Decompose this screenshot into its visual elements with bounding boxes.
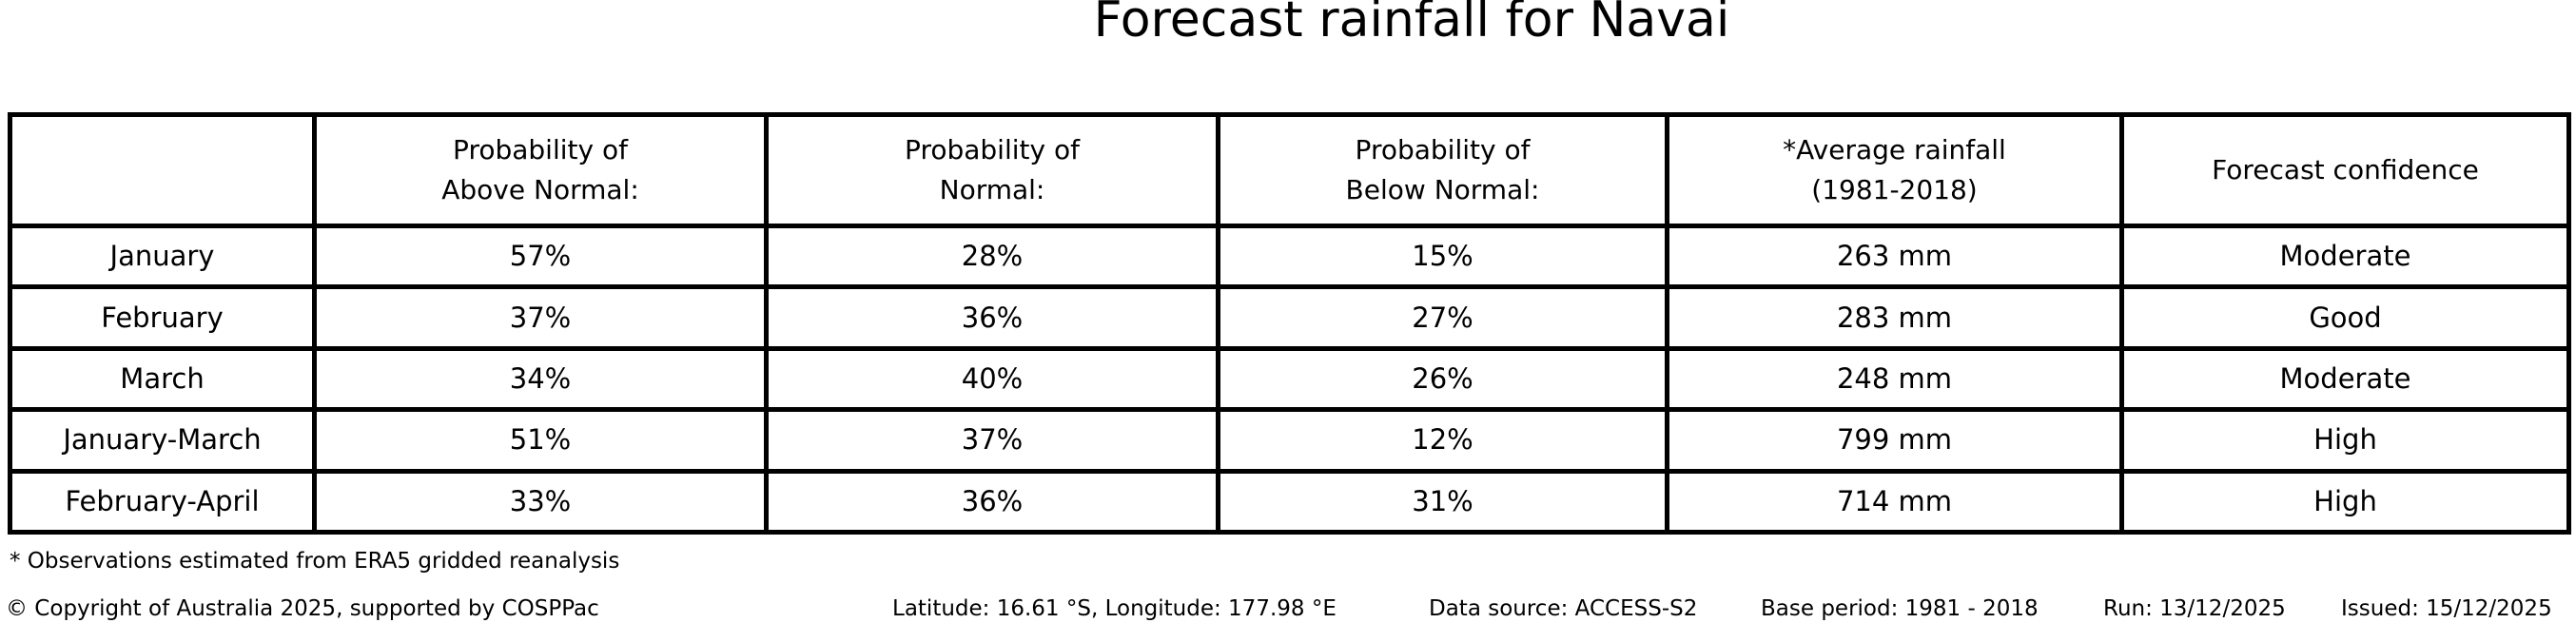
cell-above-normal: 37% xyxy=(312,284,769,351)
cell-normal: 40% xyxy=(764,345,1220,413)
lat-long-text: Latitude: 16.61 °S, Longitude: 177.98 °E xyxy=(892,596,1337,621)
table-row: February-April 33% 36% 31% 714 mm High xyxy=(8,468,2571,535)
cell-above-normal: 34% xyxy=(312,345,769,413)
forecast-table: Probability of Above Normal: Probability… xyxy=(8,112,2571,535)
cell-below-normal: 26% xyxy=(1216,345,1669,413)
cell-below-normal: 31% xyxy=(1216,468,1669,535)
cell-forecast-confidence: Good xyxy=(2119,284,2571,351)
row-label: February-April xyxy=(8,468,317,535)
cell-below-normal: 27% xyxy=(1216,284,1669,351)
observations-footnote: * Observations estimated from ERA5 gridd… xyxy=(10,549,620,574)
cell-above-normal: 57% xyxy=(312,223,769,290)
cell-above-normal: 51% xyxy=(312,407,769,474)
run-date-text: Run: 13/12/2025 xyxy=(2103,596,2286,621)
cell-average-rainfall: 283 mm xyxy=(1665,284,2124,351)
table-header-row: Probability of Above Normal: Probability… xyxy=(8,112,2571,228)
header-below-normal: Probability of Below Normal: xyxy=(1216,112,1669,228)
cell-below-normal: 12% xyxy=(1216,407,1669,474)
cell-average-rainfall: 248 mm xyxy=(1665,345,2124,413)
cell-average-rainfall: 714 mm xyxy=(1665,468,2124,535)
copyright-text: © Copyright of Australia 2025, supported… xyxy=(6,596,599,621)
cell-normal: 36% xyxy=(764,468,1220,535)
table-row: January-March 51% 37% 12% 799 mm High xyxy=(8,407,2571,474)
cell-forecast-confidence: High xyxy=(2119,407,2571,474)
page-title: Forecast rainfall for Navai xyxy=(1093,0,1730,49)
header-average-rainfall: *Average rainfall (1981-2018) xyxy=(1665,112,2124,228)
cell-above-normal: 33% xyxy=(312,468,769,535)
cell-normal: 28% xyxy=(764,223,1220,290)
cell-average-rainfall: 263 mm xyxy=(1665,223,2124,290)
table-row: March 34% 40% 26% 248 mm Moderate xyxy=(8,345,2571,413)
header-forecast-confidence: Forecast confidence xyxy=(2119,112,2571,228)
header-normal: Probability of Normal: xyxy=(764,112,1220,228)
row-label: February xyxy=(8,284,317,351)
cell-forecast-confidence: Moderate xyxy=(2119,345,2571,413)
table-row: January 57% 28% 15% 263 mm Moderate xyxy=(8,223,2571,290)
cell-forecast-confidence: Moderate xyxy=(2119,223,2571,290)
row-label: January xyxy=(8,223,317,290)
cell-normal: 37% xyxy=(764,407,1220,474)
issued-date-text: Issued: 15/12/2025 xyxy=(2341,596,2552,621)
data-source-text: Data source: ACCESS-S2 xyxy=(1429,596,1698,621)
base-period-text: Base period: 1981 - 2018 xyxy=(1761,596,2039,621)
cell-below-normal: 15% xyxy=(1216,223,1669,290)
cell-forecast-confidence: High xyxy=(2119,468,2571,535)
corner-empty-cell xyxy=(8,112,317,228)
cell-average-rainfall: 799 mm xyxy=(1665,407,2124,474)
cell-normal: 36% xyxy=(764,284,1220,351)
table-row: February 37% 36% 27% 283 mm Good xyxy=(8,284,2571,351)
row-label: January-March xyxy=(8,407,317,474)
row-label: March xyxy=(8,345,317,413)
header-above-normal: Probability of Above Normal: xyxy=(312,112,769,228)
